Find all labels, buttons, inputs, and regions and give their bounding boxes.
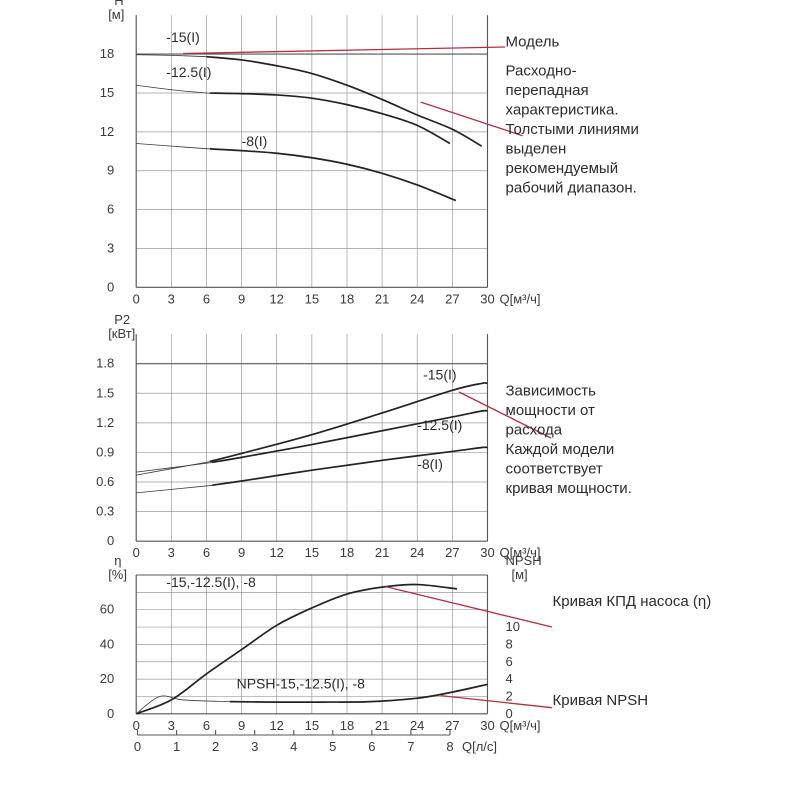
svg-text:рекомендуемый: рекомендуемый (506, 160, 619, 177)
svg-text:3: 3 (251, 739, 258, 754)
svg-text:18: 18 (340, 545, 354, 560)
svg-text:[%]: [%] (108, 567, 127, 582)
svg-text:Модель: Модель (506, 33, 560, 50)
svg-text:1.5: 1.5 (96, 385, 114, 400)
svg-text:15: 15 (305, 718, 319, 733)
svg-text:0: 0 (107, 533, 114, 548)
svg-text:-8(I): -8(I) (242, 133, 268, 149)
svg-text:18: 18 (340, 718, 354, 733)
svg-text:10: 10 (506, 619, 520, 634)
svg-text:6: 6 (203, 291, 210, 306)
svg-text:Толстыми линиями: Толстыми линиями (506, 121, 639, 138)
svg-text:6: 6 (203, 545, 210, 560)
svg-text:1: 1 (173, 739, 180, 754)
svg-text:6: 6 (203, 718, 210, 733)
svg-text:соответствует: соответствует (506, 461, 603, 478)
svg-text:Расходно-: Расходно- (506, 63, 577, 80)
svg-text:5: 5 (329, 739, 336, 754)
svg-text:перепадная: перепадная (506, 82, 589, 99)
svg-text:0: 0 (133, 718, 140, 733)
svg-text:0: 0 (133, 545, 140, 560)
svg-text:расхода: расхода (506, 422, 563, 439)
svg-text:0: 0 (133, 291, 140, 306)
svg-text:-15,-12.5(I), -8: -15,-12.5(I), -8 (166, 574, 256, 590)
svg-text:Кривая NPSH: Кривая NPSH (553, 692, 649, 709)
svg-text:NPSH-15,-12.5(I), -8: NPSH-15,-12.5(I), -8 (237, 675, 366, 691)
svg-text:4: 4 (506, 671, 513, 686)
svg-text:21: 21 (375, 718, 389, 733)
svg-text:12: 12 (269, 291, 283, 306)
svg-text:12: 12 (269, 545, 283, 560)
svg-text:0.6: 0.6 (96, 474, 114, 489)
svg-text:18: 18 (340, 291, 354, 306)
svg-text:9: 9 (107, 163, 114, 178)
svg-text:6: 6 (506, 654, 513, 669)
svg-text:12: 12 (269, 718, 283, 733)
svg-text:27: 27 (445, 718, 459, 733)
svg-text:Кривая КПД насоса (η): Кривая КПД насоса (η) (553, 593, 712, 610)
svg-text:24: 24 (410, 718, 424, 733)
svg-text:24: 24 (410, 545, 424, 560)
svg-text:0: 0 (107, 279, 114, 294)
svg-text:1.2: 1.2 (96, 415, 114, 430)
svg-text:рабочий диапазон.: рабочий диапазон. (506, 180, 637, 197)
svg-text:-8(I): -8(I) (417, 456, 443, 472)
svg-text:6: 6 (107, 202, 114, 217)
svg-text:9: 9 (238, 718, 245, 733)
svg-text:4: 4 (290, 739, 297, 754)
svg-text:2: 2 (506, 688, 513, 703)
svg-text:NPSH: NPSH (506, 553, 542, 568)
svg-text:выделен: выделен (506, 141, 567, 158)
svg-text:30: 30 (480, 545, 494, 560)
svg-text:Каждой модели: Каждой модели (506, 441, 615, 458)
svg-text:30: 30 (480, 718, 494, 733)
svg-text:0.3: 0.3 (96, 504, 114, 519)
svg-text:9: 9 (238, 545, 245, 560)
svg-text:60: 60 (100, 602, 114, 617)
svg-text:21: 21 (375, 545, 389, 560)
svg-text:0: 0 (134, 739, 141, 754)
svg-text:15: 15 (305, 291, 319, 306)
svg-text:3: 3 (107, 241, 114, 256)
svg-text:[м]: [м] (512, 567, 528, 582)
svg-text:15: 15 (305, 545, 319, 560)
svg-text:0.9: 0.9 (96, 444, 114, 459)
svg-text:27: 27 (445, 545, 459, 560)
svg-text:-15(I): -15(I) (166, 29, 199, 45)
svg-text:мощности от: мощности от (506, 402, 596, 419)
svg-text:2: 2 (212, 739, 219, 754)
svg-text:Зависимость: Зависимость (506, 383, 597, 400)
svg-text:характеристика.: характеристика. (506, 102, 619, 119)
svg-text:3: 3 (168, 718, 175, 733)
svg-text:[кВт]: [кВт] (108, 326, 135, 341)
svg-text:Q[л/с]: Q[л/с] (462, 739, 497, 754)
svg-text:40: 40 (100, 636, 114, 651)
svg-text:30: 30 (480, 291, 494, 306)
svg-text:кривая мощности.: кривая мощности. (506, 480, 632, 497)
svg-text:15: 15 (100, 85, 114, 100)
svg-text:18: 18 (100, 46, 114, 61)
svg-text:12: 12 (100, 124, 114, 139)
svg-text:-12.5(I): -12.5(I) (166, 64, 211, 80)
svg-text:-12.5(I): -12.5(I) (417, 417, 462, 433)
svg-text:27: 27 (445, 291, 459, 306)
svg-text:3: 3 (168, 545, 175, 560)
svg-text:3: 3 (168, 291, 175, 306)
svg-text:Q[м³/ч]: Q[м³/ч] (500, 718, 541, 733)
svg-text:21: 21 (375, 291, 389, 306)
svg-text:9: 9 (238, 291, 245, 306)
svg-text:-15(I): -15(I) (423, 367, 456, 383)
svg-text:Q[м³/ч]: Q[м³/ч] (500, 291, 541, 306)
svg-text:24: 24 (410, 291, 424, 306)
svg-text:η: η (114, 553, 121, 568)
svg-text:8: 8 (446, 739, 453, 754)
svg-text:20: 20 (100, 671, 114, 686)
svg-text:P2: P2 (114, 312, 130, 327)
svg-text:[м]: [м] (108, 7, 124, 22)
svg-text:1.8: 1.8 (96, 356, 114, 371)
svg-text:8: 8 (506, 636, 513, 651)
svg-text:6: 6 (368, 739, 375, 754)
svg-text:7: 7 (407, 739, 414, 754)
svg-text:0: 0 (107, 706, 114, 721)
